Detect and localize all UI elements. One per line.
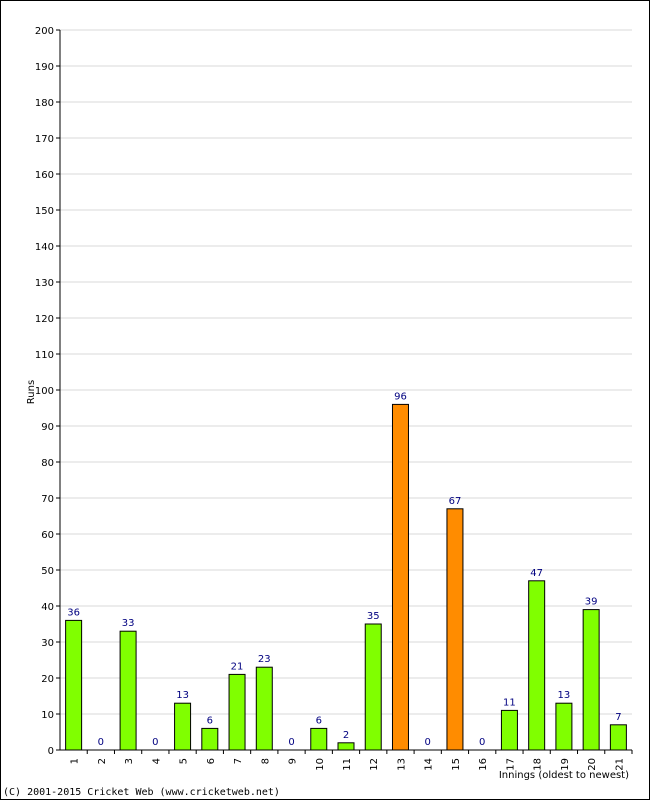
x-tick-label: 12 xyxy=(369,758,380,771)
x-tick-label: 6 xyxy=(206,758,217,764)
x-tick-label: 8 xyxy=(260,758,271,764)
x-tick-label: 11 xyxy=(342,758,353,771)
data-label: 13 xyxy=(558,690,571,701)
x-tick-label: 1 xyxy=(70,758,81,764)
data-label: 96 xyxy=(394,391,407,402)
y-tick-label: 70 xyxy=(41,494,54,505)
bar xyxy=(364,623,382,751)
y-tick-label: 0 xyxy=(48,746,54,757)
data-label: 36 xyxy=(67,607,80,618)
y-tick-label: 160 xyxy=(35,170,54,181)
bar xyxy=(582,609,600,751)
y-tick-label: 80 xyxy=(41,458,54,469)
y-tick-label: 90 xyxy=(41,422,54,433)
data-label: 7 xyxy=(615,712,621,723)
data-label: 0 xyxy=(479,737,485,748)
x-tick-label: 15 xyxy=(451,758,462,771)
data-label: 33 xyxy=(122,618,135,629)
bar xyxy=(119,630,137,751)
grid-lines xyxy=(60,29,632,715)
y-tick-label: 40 xyxy=(41,602,54,613)
y-tick-label: 50 xyxy=(41,566,54,577)
bar xyxy=(174,702,192,751)
bar xyxy=(500,709,518,751)
bar xyxy=(65,619,83,751)
data-label: 47 xyxy=(530,568,543,579)
bars xyxy=(65,403,627,751)
x-tick-label: 21 xyxy=(614,758,625,771)
x-tick-label: 5 xyxy=(179,758,190,764)
data-label: 13 xyxy=(176,690,189,701)
y-tick-label: 20 xyxy=(41,674,54,685)
y-axis-label: Runs xyxy=(26,380,37,404)
data-label: 0 xyxy=(425,737,431,748)
x-tick-label: 7 xyxy=(233,758,244,764)
data-labels: 36 0 33 0 13 6 21 23 0 6 2 35 96 0 67 0 11 47 13 39 7 xyxy=(67,391,621,748)
data-label: 6 xyxy=(207,715,213,726)
data-label: 11 xyxy=(503,697,516,708)
y-tick-label: 110 xyxy=(35,350,54,361)
data-label: 0 xyxy=(288,737,294,748)
bar xyxy=(255,666,273,751)
axes xyxy=(56,29,633,754)
y-tick-labels: 0 10 20 30 40 50 60 70 80 90 100 110 120 130 140 150 160… xyxy=(35,26,54,757)
y-tick-label: 150 xyxy=(35,206,54,217)
y-tick-label: 140 xyxy=(35,242,54,253)
bar xyxy=(228,673,246,751)
x-tick-labels: 1 2 3 4 5 6 7 8 9 10 11 12 13 14 15 16 17 18 19 20 21 xyxy=(70,758,626,771)
x-tick-label: 20 xyxy=(587,758,598,771)
y-tick-label: 60 xyxy=(41,530,54,541)
bar xyxy=(555,702,573,751)
bar xyxy=(528,580,546,751)
bar xyxy=(337,742,355,751)
x-tick-label: 17 xyxy=(505,758,516,771)
y-tick-label: 10 xyxy=(41,710,54,721)
y-tick-label: 100 xyxy=(35,386,54,397)
bar xyxy=(446,508,464,751)
bar xyxy=(201,727,219,751)
y-tick-label: 130 xyxy=(35,278,54,289)
data-label: 35 xyxy=(367,611,380,622)
y-tick-label: 170 xyxy=(35,134,54,145)
bar xyxy=(310,727,328,751)
data-label: 39 xyxy=(585,597,598,608)
x-tick-label: 16 xyxy=(478,758,489,771)
x-tick-label: 18 xyxy=(533,758,544,771)
data-label: 67 xyxy=(449,496,462,507)
x-tick-label: 19 xyxy=(560,758,571,771)
data-label: 2 xyxy=(343,730,349,741)
data-label: 21 xyxy=(231,661,244,672)
x-tick-label: 13 xyxy=(396,758,407,771)
bar xyxy=(609,724,627,751)
y-tick-label: 30 xyxy=(41,638,54,649)
data-label: 0 xyxy=(98,737,104,748)
x-tick-label: 4 xyxy=(151,758,162,764)
y-tick-label: 190 xyxy=(35,62,54,73)
data-label: 6 xyxy=(316,715,322,726)
bar xyxy=(391,403,409,751)
x-axis-label: Innings (oldest to newest) xyxy=(499,770,629,781)
x-tick-label: 10 xyxy=(315,758,326,771)
y-tick-label: 120 xyxy=(35,314,54,325)
x-tick-label: 3 xyxy=(124,758,135,764)
data-label: 0 xyxy=(152,737,158,748)
y-tick-label: 180 xyxy=(35,98,54,109)
data-label: 23 xyxy=(258,654,271,665)
copyright-notice: (C) 2001-2015 Cricket Web (www.cricketwe… xyxy=(3,787,280,798)
x-tick-label: 9 xyxy=(288,758,299,764)
x-tick-label: 14 xyxy=(424,758,435,771)
x-tick-label: 2 xyxy=(97,758,108,764)
y-tick-label: 200 xyxy=(35,26,54,37)
